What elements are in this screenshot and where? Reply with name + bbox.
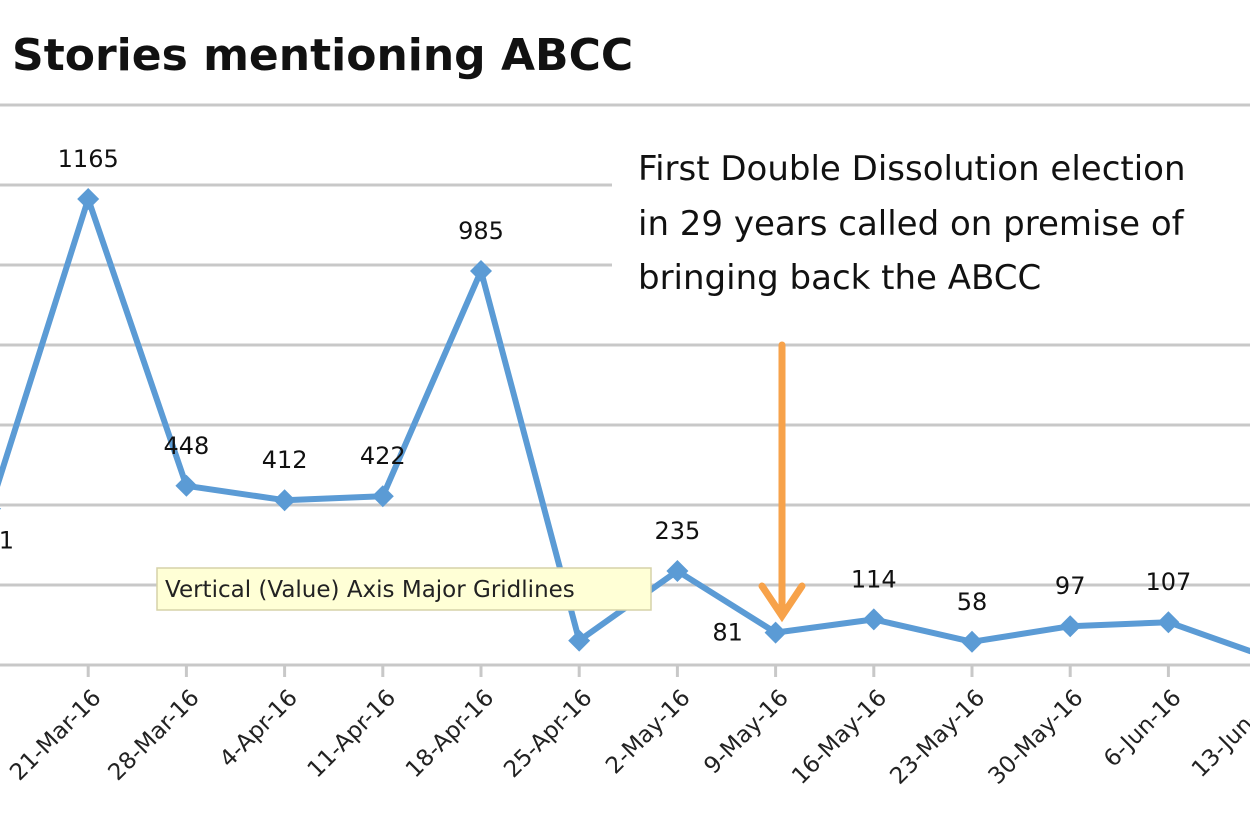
- data-label: 97: [1055, 572, 1086, 600]
- data-point: [0, 507, 1, 510]
- x-tick-label: 30-May-16: [984, 685, 1089, 790]
- x-tick-label: 25-Apr-16: [499, 685, 597, 783]
- x-tick-label: 4-Apr-16: [215, 685, 303, 773]
- x-tick-label: 11-Apr-16: [303, 685, 401, 783]
- data-point: [77, 188, 100, 210]
- data-label: 58: [957, 588, 988, 616]
- x-tick-label: 18-Apr-16: [401, 685, 499, 783]
- data-label: 235: [654, 517, 700, 545]
- annotation-arrow-head: [758, 582, 806, 623]
- data-point: [961, 630, 983, 653]
- data-label: 412: [262, 446, 308, 474]
- data-point: [371, 485, 394, 508]
- x-tick-label: 2-May-16: [601, 685, 696, 780]
- annotation-line-1: First Double Dissolution election: [638, 149, 1186, 189]
- data-point: [862, 608, 885, 631]
- annotation-background: [612, 140, 1250, 310]
- data-label: 1165: [58, 145, 119, 173]
- data-point: [568, 629, 591, 652]
- x-tick-label: 28-Mar-16: [103, 685, 204, 786]
- data-label: 81: [712, 619, 743, 647]
- data-point: [1059, 615, 1082, 638]
- data-point: [470, 260, 492, 282]
- tooltip-box: [156, 567, 652, 611]
- annotation-line-3: bringing back the ABCC: [638, 258, 1041, 298]
- x-tick-label: 6-Jun-16: [1099, 685, 1186, 772]
- x-tick-label: 23-May-16: [885, 685, 990, 790]
- data-point: [764, 621, 787, 644]
- data-point: [1157, 611, 1180, 634]
- data-label: 107: [1145, 568, 1191, 596]
- tooltip-text: Vertical (Value) Axis Major Gridlines: [165, 577, 575, 603]
- data-point: [666, 560, 689, 582]
- annotation-line-2: in 29 years called on premise of: [638, 204, 1185, 244]
- data-label: 1: [0, 527, 14, 555]
- x-tick-label: 13-Jun-16: [1187, 685, 1250, 783]
- data-label: 422: [360, 442, 406, 470]
- data-label: 985: [458, 217, 504, 245]
- x-tick-label: 9-May-16: [699, 685, 794, 780]
- data-point: [175, 474, 198, 497]
- data-label: 448: [163, 432, 209, 460]
- x-tick-label: 16-May-16: [787, 685, 892, 790]
- data-point: [273, 489, 296, 512]
- data-label: 114: [851, 565, 897, 593]
- x-tick-label: 21-Mar-16: [5, 685, 106, 786]
- gridlines-tooltip: Vertical (Value) Axis Major Gridlines: [156, 567, 652, 611]
- annotation: First Double Dissolution election in 29 …: [612, 140, 1250, 623]
- chart-title: Stories mentioning ABCC: [12, 30, 633, 81]
